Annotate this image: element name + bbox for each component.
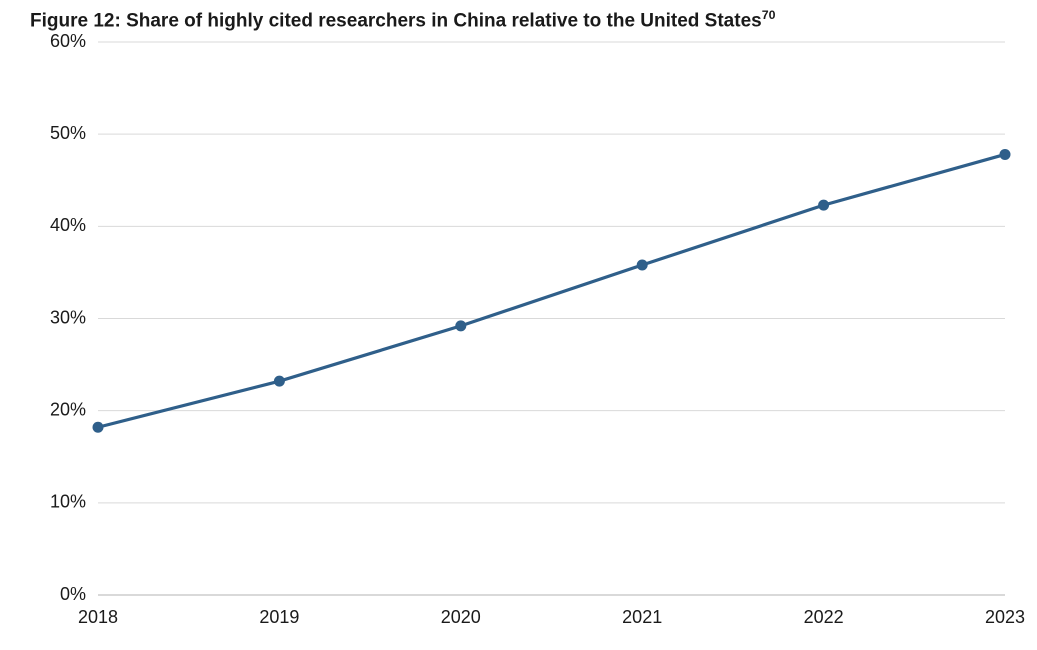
ytick-labels-group: 0% 10% 20% 30% 40% 50% 60% xyxy=(50,31,86,604)
series-marker xyxy=(637,260,648,271)
series-marker xyxy=(1000,149,1011,160)
xtick-label: 2021 xyxy=(622,607,662,627)
gridlines-group xyxy=(98,42,1005,595)
xtick-label: 2018 xyxy=(78,607,118,627)
series-marker xyxy=(455,320,466,331)
xtick-labels-group: 2018 2019 2020 2021 2022 2023 xyxy=(78,607,1025,627)
series-marker xyxy=(818,200,829,211)
ytick-label: 40% xyxy=(50,215,86,235)
chart-container: { "chart": { "type": "line", "title_pref… xyxy=(0,0,1037,650)
xtick-label: 2023 xyxy=(985,607,1025,627)
ytick-label: 0% xyxy=(60,584,86,604)
ytick-label: 20% xyxy=(50,399,86,419)
series-line xyxy=(98,154,1005,427)
ytick-label: 50% xyxy=(50,123,86,143)
ytick-label: 60% xyxy=(50,31,86,51)
ytick-label: 10% xyxy=(50,492,86,512)
xtick-label: 2020 xyxy=(441,607,481,627)
ytick-label: 30% xyxy=(50,307,86,327)
line-chart-svg: 0% 10% 20% 30% 40% 50% 60% 2018 2019 2020 2021 202… xyxy=(0,0,1037,650)
xtick-label: 2022 xyxy=(804,607,844,627)
series-marker xyxy=(274,376,285,387)
xtick-label: 2019 xyxy=(259,607,299,627)
series-marker xyxy=(93,422,104,433)
